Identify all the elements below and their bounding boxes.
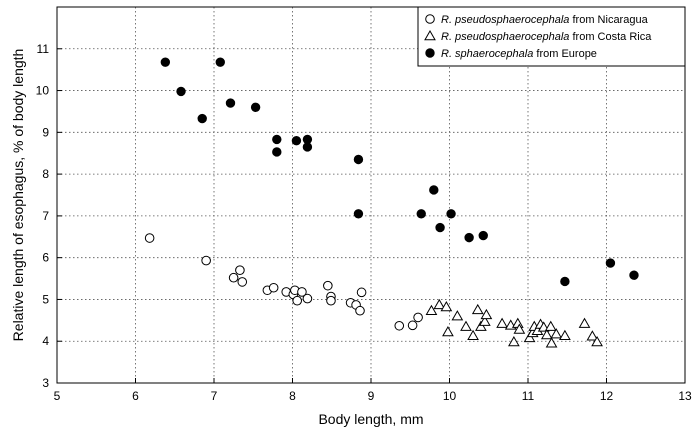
data-point [356,287,367,298]
data-point [540,328,553,340]
data-point [586,330,599,341]
data-point [326,295,336,306]
x-tick-label: 5 [54,389,61,403]
data-point [297,287,307,297]
legend: R. pseudosphaerocephala from Nicaragua R.… [417,6,686,67]
data-point [478,315,491,326]
data-point [425,304,438,315]
y-tick-label: 6 [42,251,49,265]
y-tick-label: 8 [42,167,49,181]
data-point [559,329,571,341]
y-tick-label: 9 [42,125,49,139]
data-point [272,147,282,157]
data-point [467,329,479,341]
y-tick-label: 5 [42,292,49,306]
data-point [545,337,558,348]
data-point [560,276,570,287]
y-axis-title: Relative length of esophagus, % of body … [10,49,26,342]
y-tick-label: 4 [42,334,49,348]
data-point [605,258,616,268]
data-point [394,320,405,331]
legend-label: R. sphaerocephala from Europe [441,48,597,60]
y-tick-label: 10 [36,84,50,98]
data-point [235,265,245,276]
data-point [440,300,453,312]
data-point [302,293,313,304]
x-tick-labels: 5 6 7 8 9 10 11 12 13 [54,389,692,403]
data-point [433,298,446,310]
grid-lines [57,7,685,383]
data-point [478,230,488,241]
data-point [513,323,526,334]
data-point [292,295,303,306]
y-tick-label: 11 [37,42,50,56]
axis-ticks [56,48,686,384]
legend-label: R. pseudosphaerocephala from Costa Rica [441,31,652,43]
data-point [460,320,472,331]
data-point [475,320,487,331]
x-tick-label: 6 [132,389,139,403]
data-point [176,86,186,97]
x-tick-label: 11 [522,389,535,403]
data-point [429,185,439,195]
x-axis-title: Body length, mm [318,411,423,427]
data-points [144,57,639,348]
data-point [272,134,282,145]
y-tick-labels: 3 4 5 6 7 8 9 10 11 [36,42,50,390]
data-point [435,222,445,233]
legend-label: R. pseudosphaerocephala from Nicaragua [441,14,649,26]
legend-marker [425,14,435,24]
x-tick-label: 8 [289,389,296,403]
data-point [353,209,364,219]
data-point [215,57,225,67]
data-point [250,102,261,112]
data-point [268,282,279,293]
data-point [416,209,426,219]
data-point [302,142,313,152]
data-point [550,328,563,339]
legend-marker [424,29,436,41]
data-point [578,317,591,328]
data-point [544,320,557,331]
x-tick-label: 12 [600,389,614,403]
data-point [291,135,302,146]
data-point [228,272,239,283]
data-point [451,310,464,321]
x-tick-label: 13 [678,389,692,403]
data-point [446,209,456,219]
data-point [197,113,207,124]
data-point [353,154,364,165]
x-tick-label: 10 [443,389,457,403]
data-point [508,336,520,347]
x-tick-label: 7 [211,389,218,403]
data-point [471,303,484,315]
data-point [413,312,423,323]
data-point [355,305,365,316]
data-point [496,317,508,328]
data-point [523,331,536,343]
data-point [407,320,418,331]
y-tick-label: 7 [42,209,49,223]
data-point [442,326,454,337]
data-point [225,98,236,108]
data-point [480,308,493,320]
data-point [160,57,171,67]
y-tick-label: 3 [42,376,49,390]
data-point [201,255,211,266]
legend-box [417,6,686,67]
data-point [464,232,474,243]
data-point [237,277,248,287]
legend-marker [425,48,435,58]
x-tick-label: 9 [368,389,375,403]
data-point [144,233,155,243]
data-point [591,336,603,347]
data-point [629,270,639,280]
data-point [323,280,333,291]
